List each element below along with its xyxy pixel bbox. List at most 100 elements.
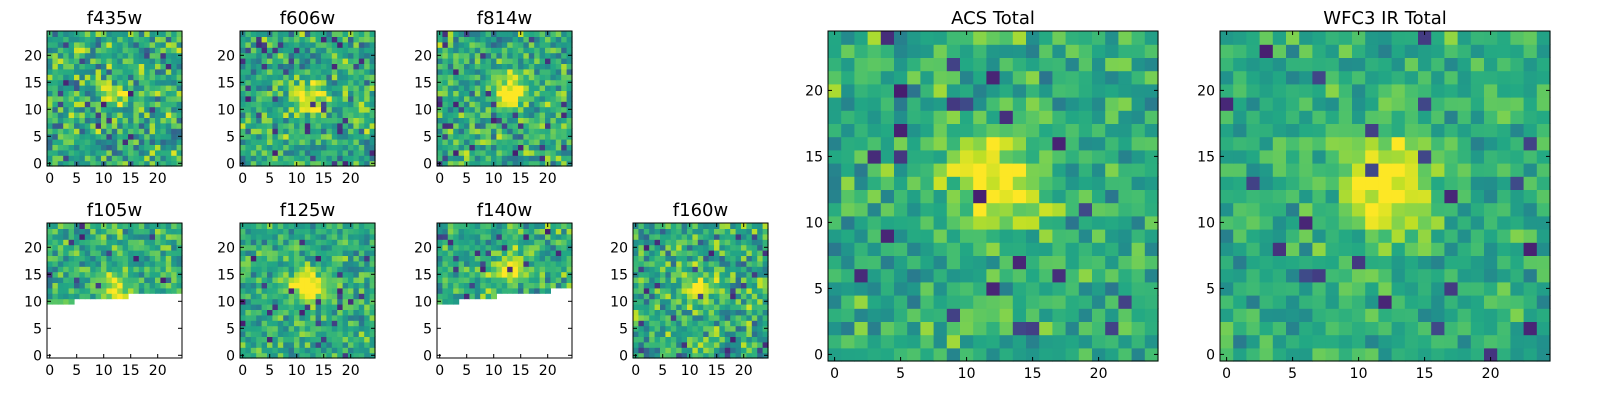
heatmap-cell	[95, 244, 102, 251]
heatmap-cell	[469, 228, 476, 235]
heatmap-cell	[1026, 123, 1040, 138]
y-tick-label: 15	[414, 75, 432, 91]
heatmap-cell	[250, 122, 257, 129]
heatmap-cell	[638, 250, 645, 256]
heatmap-cell	[555, 85, 562, 91]
heatmap-cell	[730, 320, 737, 327]
heatmap-cell	[240, 336, 246, 343]
heatmap-cell	[1404, 255, 1419, 270]
heatmap-cell	[920, 215, 935, 230]
heatmap-cell	[724, 341, 731, 348]
heatmap-cell	[633, 228, 639, 235]
heatmap-cell	[321, 314, 327, 321]
heatmap-cell	[643, 244, 650, 251]
heatmap-cell	[288, 277, 295, 283]
heatmap-cell	[337, 122, 344, 129]
heatmap-cell	[528, 63, 535, 70]
heatmap-cell	[128, 282, 134, 289]
heatmap-cell	[165, 68, 172, 75]
heatmap-cell	[633, 336, 639, 343]
heatmap-cell	[566, 228, 573, 235]
heatmap-cell	[762, 260, 769, 267]
heatmap-cell	[111, 271, 118, 278]
heatmap-cell	[310, 79, 317, 86]
heatmap-cell	[122, 63, 129, 70]
heatmap-cell	[74, 239, 80, 246]
heatmap-cell	[364, 336, 371, 343]
heatmap-cell	[326, 277, 333, 283]
heatmap-cell	[1092, 295, 1106, 309]
heatmap-cell	[469, 155, 476, 162]
heatmap-cell	[165, 58, 172, 64]
heatmap-cell	[337, 352, 344, 359]
heatmap-cell	[1105, 44, 1119, 58]
heatmap-cell	[1272, 202, 1287, 217]
heatmap-cell	[469, 244, 476, 251]
heatmap-cell	[676, 336, 683, 343]
heatmap-cell	[1131, 110, 1146, 124]
heatmap-cell	[337, 260, 344, 267]
heatmap-cell	[57, 63, 64, 70]
heatmap-cell	[1039, 281, 1053, 296]
heatmap-cell	[1299, 308, 1313, 322]
heatmap-cell	[485, 112, 492, 118]
heatmap-cell	[528, 160, 535, 167]
heatmap-cell	[283, 101, 290, 108]
heatmap-cell	[267, 341, 273, 348]
heatmap-cell	[545, 68, 551, 75]
heatmap-cell	[256, 260, 263, 267]
heatmap-cell	[342, 144, 349, 151]
heatmap-cell	[670, 347, 677, 354]
heatmap-cell	[828, 163, 842, 177]
heatmap-cell	[321, 277, 327, 283]
heatmap-cell	[1012, 215, 1027, 230]
heatmap-cell	[539, 36, 546, 43]
heatmap-cell	[692, 325, 699, 332]
heatmap-cell	[95, 128, 102, 135]
heatmap-cell	[245, 336, 252, 343]
heatmap-cell	[1233, 334, 1247, 349]
heatmap-cell	[751, 244, 758, 251]
heatmap-cell	[321, 139, 327, 145]
heatmap-cell	[512, 282, 519, 289]
heatmap-cell	[907, 229, 921, 243]
heatmap-cell	[245, 133, 252, 140]
heatmap-cell	[1092, 229, 1106, 243]
heatmap-cell	[703, 314, 710, 321]
heatmap-cell	[272, 74, 279, 81]
heatmap-cell	[369, 144, 376, 151]
heatmap-cell	[245, 271, 252, 278]
heatmap-cell	[692, 304, 699, 310]
heatmap-cell	[757, 347, 764, 354]
heatmap-cell	[315, 122, 322, 129]
heatmap-cell	[353, 266, 360, 273]
heatmap-cell	[854, 110, 869, 124]
heatmap-cell	[469, 47, 476, 54]
heatmap-cell	[272, 352, 279, 359]
heatmap-cell	[1220, 242, 1234, 256]
heatmap-cell	[633, 260, 639, 267]
heatmap-cell	[724, 282, 731, 289]
heatmap-cell	[501, 233, 508, 240]
heatmap-cell	[534, 266, 541, 273]
heatmap-cell	[155, 122, 161, 129]
heatmap-cell	[518, 41, 524, 48]
heatmap-cell	[294, 79, 300, 86]
heatmap-cell	[545, 112, 551, 118]
heatmap-cell	[670, 260, 677, 267]
heatmap-cell	[1065, 242, 1080, 256]
heatmap-cell	[79, 95, 86, 102]
heatmap-cell	[437, 250, 443, 256]
heatmap-cell	[458, 277, 465, 283]
heatmap-cell	[353, 304, 360, 310]
heatmap-cell	[160, 106, 167, 113]
heatmap-cell	[561, 271, 568, 278]
heatmap-cell	[272, 155, 279, 162]
heatmap-cell	[1418, 202, 1432, 217]
heatmap-cell	[880, 215, 895, 230]
heatmap-cell	[841, 57, 855, 72]
heatmap-cell	[447, 144, 454, 151]
heatmap-cell	[708, 228, 715, 235]
heatmap-cell	[326, 128, 333, 135]
heatmap-cell	[555, 282, 562, 289]
